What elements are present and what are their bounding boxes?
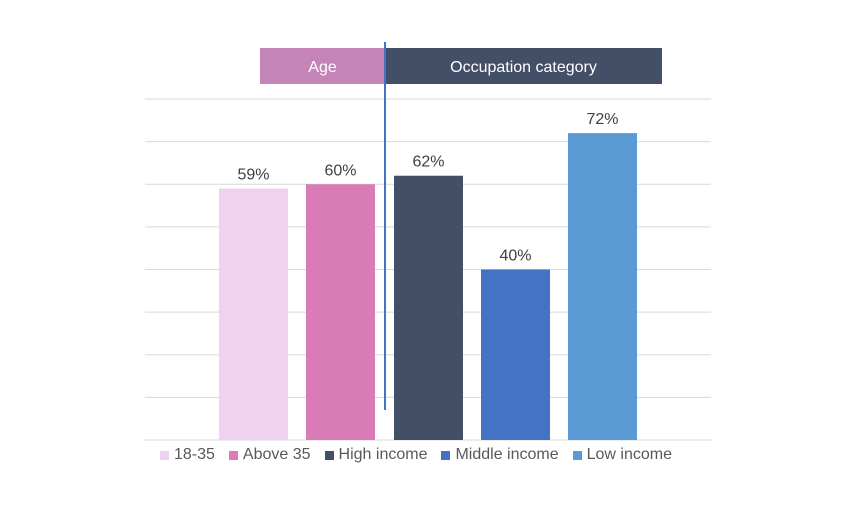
bar-high-income <box>394 175 463 440</box>
group-header-box <box>260 48 385 84</box>
legend-swatch <box>160 450 169 460</box>
legend-label: Above 35 <box>242 446 311 463</box>
data-label: 72% <box>586 111 618 128</box>
bar-18-35 <box>219 188 288 440</box>
group-headers: Age Occupation category <box>260 48 662 84</box>
data-label: 62% <box>412 154 444 171</box>
legend-swatch <box>324 450 334 460</box>
legend-swatch <box>441 450 451 460</box>
group-header-label: Age <box>308 59 337 76</box>
value-labels: 59% 60% 62% 40% 72% <box>237 111 618 264</box>
legend-item: Middle income <box>441 446 559 464</box>
bar-above-35 <box>306 184 375 440</box>
legend-item: Above 35 <box>228 446 311 464</box>
bar-low-income <box>568 133 637 440</box>
legend-swatch <box>228 450 238 460</box>
legend-item: Low income <box>572 446 672 464</box>
data-label: 60% <box>324 162 356 179</box>
data-label: 40% <box>499 248 531 265</box>
legend-label: Middle income <box>455 446 559 463</box>
legend-item: 18-35 <box>160 446 215 464</box>
legend: 18-35 Above 35 High income Middle income Low… <box>160 446 672 464</box>
legend-label: 18-35 <box>174 446 215 463</box>
group-header-box <box>385 48 662 84</box>
legend-label: Low income <box>586 446 672 463</box>
legend-swatch <box>572 450 582 460</box>
bar-middle-income <box>481 269 550 440</box>
legend-label: High income <box>338 446 428 463</box>
legend-item: High income <box>324 446 428 464</box>
bars <box>219 133 637 440</box>
group-header-label: Occupation category <box>450 59 597 76</box>
data-label: 59% <box>237 167 269 184</box>
